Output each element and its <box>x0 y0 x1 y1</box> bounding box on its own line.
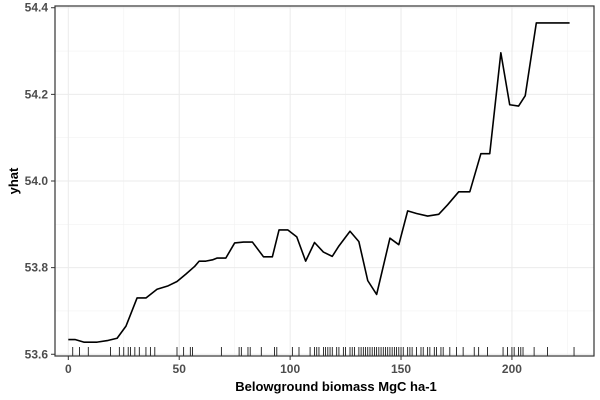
series-layer <box>68 22 570 343</box>
y-tick-label: 53.8 <box>25 261 49 275</box>
y-axis-ticks: 53.6 53.8 54.0 54.2 54.4 <box>25 1 55 361</box>
x-tick-label: 150 <box>391 362 411 376</box>
rug-marks <box>72 347 575 356</box>
y-axis-title: yhat <box>6 167 21 194</box>
x-axis-title: Belowground biomass MgC ha-1 <box>235 379 437 394</box>
y-tick-label: 53.6 <box>25 347 49 361</box>
x-tick-label: 0 <box>65 362 72 376</box>
x-tick-label: 50 <box>173 362 187 376</box>
major-gridlines <box>55 6 594 356</box>
x-tick-label: 100 <box>280 362 300 376</box>
y-tick-label: 54.0 <box>25 174 49 188</box>
yhat-series-line <box>68 22 570 343</box>
x-tick-label: 200 <box>502 362 522 376</box>
y-tick-label: 54.2 <box>25 87 49 101</box>
x-axis-ticks: 0 50 100 150 200 <box>65 356 522 376</box>
y-tick-label: 54.4 <box>25 1 49 15</box>
